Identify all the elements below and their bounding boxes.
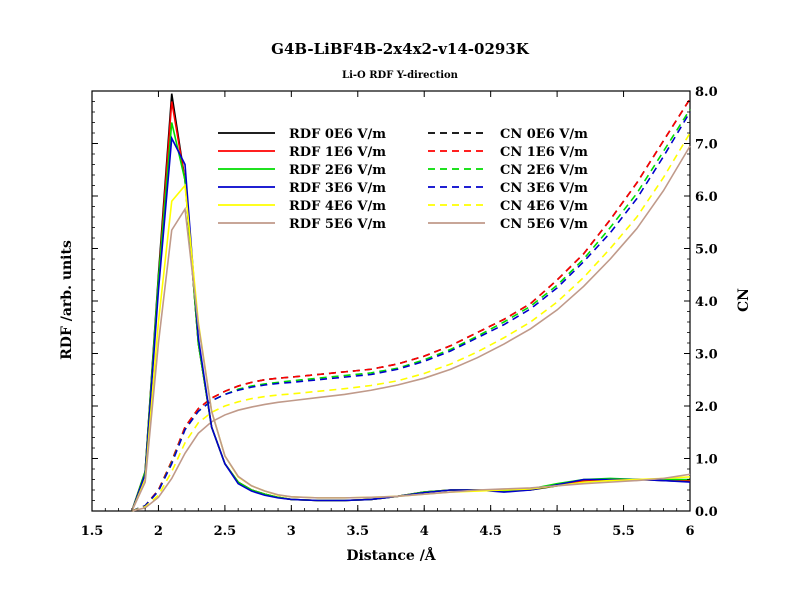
- rdf-series-line-5: [131, 206, 691, 512]
- x-tick-label: 4: [420, 524, 429, 539]
- y-axis-right-label: CN: [736, 288, 752, 312]
- y-right-tick-label: 0.0: [695, 505, 718, 520]
- legend-label-rdf: RDF 1E6 V/m: [289, 145, 386, 160]
- x-tick-label: 6: [685, 524, 694, 539]
- legend-label-cn: CN 4E6 V/m: [500, 199, 588, 214]
- y-right-tick-label: 3.0: [695, 348, 718, 363]
- chart-title: G4B-LiBF4B-2x4x2-v14-0293K: [271, 40, 530, 58]
- legend-label-rdf: RDF 3E6 V/m: [289, 181, 386, 196]
- cn-series-line-4: [131, 132, 691, 512]
- x-axis-label: Distance /Å: [346, 546, 436, 564]
- x-tick-label: 3: [287, 524, 296, 539]
- legend-label-cn: CN 2E6 V/m: [500, 163, 588, 178]
- y-right-tick-label: 7.0: [695, 138, 718, 153]
- cn-series-line-5: [131, 145, 691, 512]
- x-tick-label: 2.5: [214, 524, 237, 539]
- legend-label-cn: CN 1E6 V/m: [500, 145, 588, 160]
- chart-subtitle: Li-O RDF Y-direction: [342, 70, 459, 81]
- series-layer: [131, 93, 691, 512]
- y-right-tick-label: 2.0: [695, 400, 718, 415]
- y-right-tick-label: 4.0: [695, 295, 718, 310]
- x-tick-label: 5: [553, 524, 562, 539]
- x-tick-label: 3.5: [346, 524, 369, 539]
- x-tick-label: 5.5: [612, 524, 635, 539]
- legend-label-cn: CN 0E6 V/m: [500, 127, 588, 142]
- cn-series-line-1: [131, 98, 691, 512]
- legend-label-cn: CN 5E6 V/m: [500, 217, 588, 232]
- y-axis-left-label: RDF /arb. units: [59, 240, 75, 360]
- tick-layer: 1.5 2 2.5 3 3.5 4 4.5 5 5.5 60.0 1.0 2.0 3.0 4.0 5.0 6.…: [81, 85, 718, 539]
- x-tick-label: 4.5: [479, 524, 502, 539]
- y-right-tick-label: 1.0: [695, 453, 718, 468]
- legend-label-rdf: RDF 0E6 V/m: [289, 127, 386, 142]
- legend-label-rdf: RDF 4E6 V/m: [289, 199, 386, 214]
- legend-label-rdf: RDF 5E6 V/m: [289, 217, 386, 232]
- y-right-tick-label: 8.0: [695, 85, 718, 100]
- legend-label-rdf: RDF 2E6 V/m: [289, 163, 386, 178]
- legend: RDF 0E6 V/m RDF 1E6 V/m RDF 2E6 V/m RDF 3E6…: [218, 127, 588, 232]
- legend-label-cn: CN 3E6 V/m: [500, 181, 588, 196]
- y-right-tick-label: 5.0: [695, 243, 718, 258]
- x-tick-label: 1.5: [81, 524, 104, 539]
- y-right-tick-label: 6.0: [695, 190, 718, 205]
- cn-series-line-3: [131, 111, 691, 512]
- x-tick-label: 2: [154, 524, 163, 539]
